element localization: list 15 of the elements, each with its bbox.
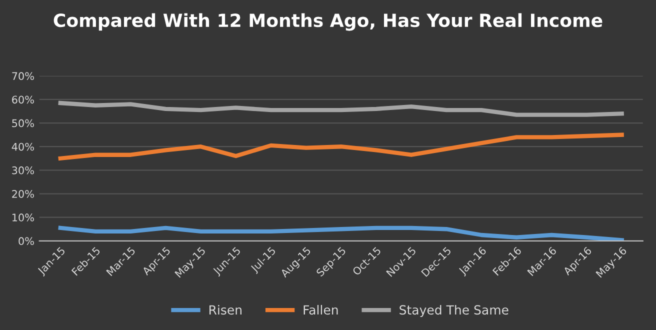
y-tick-label: 20% [12, 190, 34, 198]
y-tick-label: 50% [12, 119, 34, 128]
line-series [58, 132, 624, 160]
y-tick-label: 40% [12, 142, 34, 151]
legend-label: Risen [209, 304, 242, 315]
y-tick-label: 0% [18, 237, 34, 246]
y-tick-label: 70% [12, 72, 34, 80]
y-tick-label: 10% [12, 214, 34, 222]
line-series [58, 226, 624, 241]
chart-title: Compared With 12 Months Ago, Has Your Real Income [54, 13, 602, 31]
line-series [58, 100, 624, 117]
y-tick-label: 30% [12, 166, 34, 174]
y-tick-label: 60% [12, 96, 34, 104]
legend-label: Fallen [304, 304, 338, 315]
legend-label: Stayed The Same [400, 304, 508, 318]
